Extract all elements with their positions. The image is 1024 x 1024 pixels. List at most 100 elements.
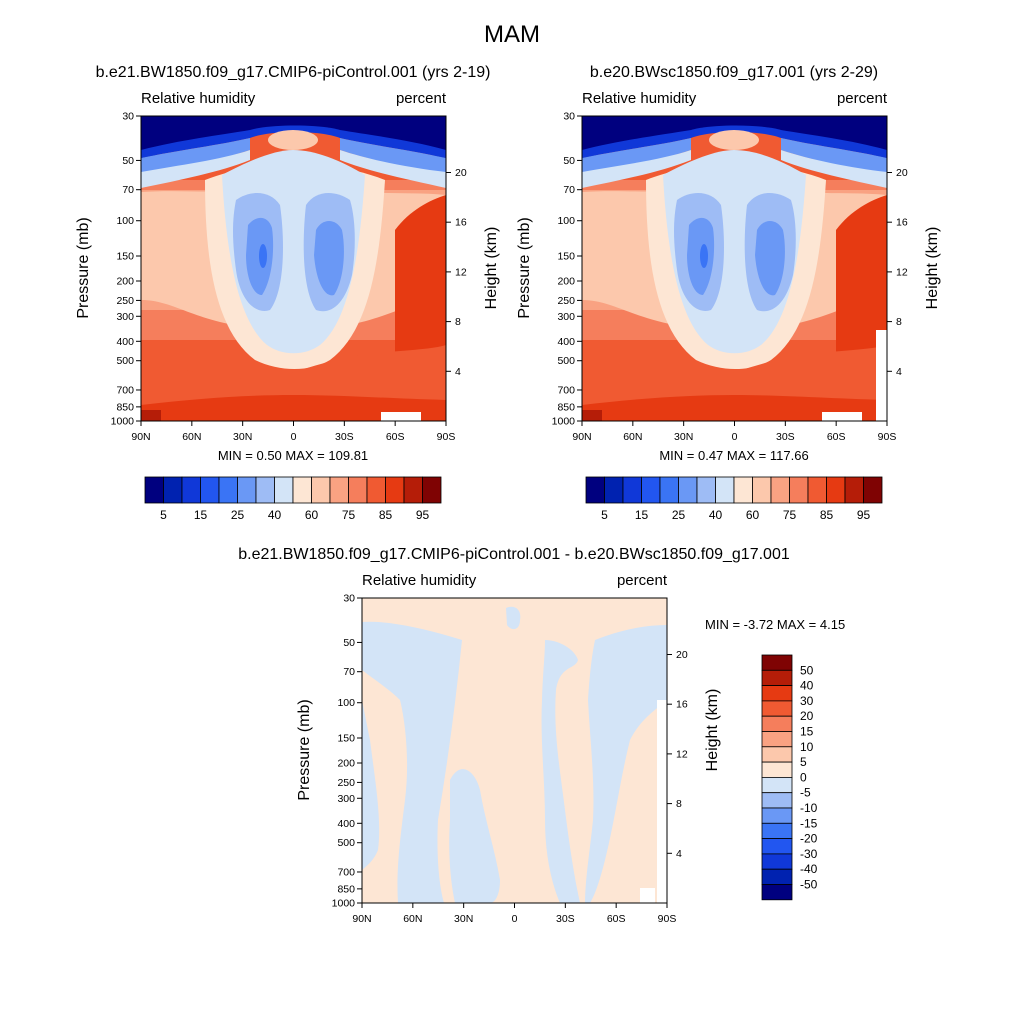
panel-c-ytick-label: 400 <box>337 818 355 830</box>
panel-c-colorbar-label: -10 <box>800 801 818 815</box>
panel-a-ytick-label: 500 <box>116 355 134 367</box>
panel-b-colorbar-swatch <box>585 476 605 504</box>
panel-a-colorbar-swatch <box>181 476 201 504</box>
panel-b-colorbar-swatch <box>622 476 642 504</box>
panel-b-xtick-label: 60N <box>623 431 642 443</box>
panel-c-title: b.e21.BW1850.f09_g17.CMIP6-piControl.001… <box>238 546 790 563</box>
panel-a-ytick-label: 850 <box>116 401 134 413</box>
panel-a-ytick-label: 300 <box>116 311 134 323</box>
panel-c-colorbar-swatch <box>761 731 793 748</box>
panel-a-colorbar-swatch <box>255 476 275 504</box>
panel-a-colorbar-swatch <box>366 476 386 504</box>
panel-a-colorbar-swatch <box>200 476 220 504</box>
panel-c-ytick-label: 100 <box>337 697 355 709</box>
panel-b-htick-label: 12 <box>896 266 908 278</box>
panel-c-colorbar-swatch <box>761 715 793 732</box>
panel-a-colorbar-label: 15 <box>194 508 208 522</box>
panel-b-ytick-label: 70 <box>563 184 575 196</box>
panel-a-colorbar-label: 75 <box>342 508 356 522</box>
panel-b-colorbar-label: 85 <box>820 508 834 522</box>
panel-b-ytick-label: 100 <box>557 215 575 227</box>
panel-c-colorbar-swatch <box>761 792 793 809</box>
panel-a-right-label: percent <box>396 90 447 107</box>
panel-b-colorbar-swatch <box>696 476 716 504</box>
panel-a-colorbar-label: 25 <box>231 508 245 522</box>
panel-b-colorbar-swatch <box>789 476 809 504</box>
panel-b-field <box>582 116 887 421</box>
panel-b-colorbar-label: 15 <box>635 508 649 522</box>
panel-c-ytick-label: 30 <box>343 593 355 605</box>
panel-c-colorbar-label: 15 <box>800 725 814 739</box>
panel-a-ytick-label: 200 <box>116 276 134 288</box>
panel-c-ytick-label: 50 <box>343 637 355 649</box>
panel-c-colorbar-label: 20 <box>800 709 814 723</box>
panel-b-colorbar-label: 95 <box>857 508 871 522</box>
panel-a-ylabel-right: Height (km) <box>483 227 500 310</box>
panel-c-left-label: Relative humidity <box>362 572 477 589</box>
panel-c-colorbar-label: -5 <box>800 786 811 800</box>
panel-b-ytick-label: 300 <box>557 311 575 323</box>
panel-c-colorbar-swatch <box>761 884 793 901</box>
panel-c-htick-label: 16 <box>676 699 688 711</box>
panel-a-ylabel: Pressure (mb) <box>75 217 92 318</box>
panel-a-minmax: MIN = 0.50 MAX = 109.81 <box>218 448 368 463</box>
panel-c-colorbar-label: 0 <box>800 770 807 784</box>
panel-c-ytick-label: 150 <box>337 732 355 744</box>
panel-b-colorbar-label: 60 <box>746 508 760 522</box>
panel-a-colorbar-swatch <box>292 476 312 504</box>
panel-c-colorbar-label: -15 <box>800 816 818 830</box>
panel-a-xtick-label: 30N <box>233 431 252 443</box>
panel-a-colorbar-swatch <box>385 476 405 504</box>
panel-c-colorbar-swatch <box>761 685 793 702</box>
panel-c-ytick-label: 200 <box>337 758 355 770</box>
panel-c-colorbar-swatch <box>761 761 793 778</box>
panel-a-colorbar: 5 15 25 40 60 75 85 95 <box>144 476 442 522</box>
panel-b-colorbar-swatch <box>641 476 661 504</box>
panel-b-colorbar-label: 5 <box>601 508 608 522</box>
panel-b-xtick-label: 0 <box>732 431 738 443</box>
panel-c-ytick-label: 70 <box>343 666 355 678</box>
panel-b-colorbar-label: 75 <box>783 508 797 522</box>
panel-c-colorbar-label: -20 <box>800 832 818 846</box>
panel-b-xtick-label: 30N <box>674 431 693 443</box>
panel-b-colorbar: 5 15 25 40 60 75 85 95 <box>585 476 883 522</box>
panel-c-colorbar-swatch <box>761 669 793 686</box>
panel-a-colorbar-swatch <box>422 476 442 504</box>
panel-a-ytick-label: 30 <box>122 111 134 123</box>
panel-c-colorbar-swatch <box>761 822 793 839</box>
panel-a-htick-label: 4 <box>455 366 461 378</box>
panel-b-ytick-label: 400 <box>557 336 575 348</box>
panel-a-colorbar-swatch <box>348 476 368 504</box>
panel-a-colorbar-swatch <box>403 476 423 504</box>
panel-a: b.e21.BW1850.f09_g17.CMIP6-piControl.001… <box>75 64 500 522</box>
panel-c-colorbar-swatch <box>761 746 793 763</box>
panel-c-colorbar-label: 30 <box>800 694 814 708</box>
panel-a-colorbar-swatch <box>144 476 164 504</box>
panel-a-colorbar-label: 95 <box>416 508 430 522</box>
panel-b-ytick-label: 30 <box>563 111 575 123</box>
panel-b-ytick-label: 500 <box>557 355 575 367</box>
panel-c-colorbar-swatch <box>761 838 793 855</box>
panel-c: b.e21.BW1850.f09_g17.CMIP6-piControl.001… <box>238 546 845 925</box>
panel-c-xtick-label: 30N <box>454 913 473 925</box>
panel-a-ytick-label: 150 <box>116 250 134 262</box>
panel-b-colorbar-swatch <box>715 476 735 504</box>
panel-b: b.e20.BWsc1850.f09_g17.001 (yrs 2-29) Re… <box>516 64 941 522</box>
panel-a-htick-label: 20 <box>455 167 467 179</box>
panel-b-colorbar-swatch <box>604 476 624 504</box>
panel-a-htick-label: 12 <box>455 266 467 278</box>
panel-b-ytick-label: 150 <box>557 250 575 262</box>
panel-a-xtick-label: 90S <box>437 431 456 443</box>
panel-a-colorbar-label: 40 <box>268 508 282 522</box>
panel-b-xtick-label: 90N <box>572 431 591 443</box>
panel-b-colorbar-swatch <box>863 476 883 504</box>
panel-b-colorbar-swatch <box>826 476 846 504</box>
panel-b-minmax: MIN = 0.47 MAX = 117.66 <box>659 448 808 463</box>
panel-a-colorbar-swatch <box>329 476 349 504</box>
panel-a-colorbar-label: 5 <box>160 508 167 522</box>
panel-b-htick-label: 20 <box>896 167 908 179</box>
panel-a-xtick-label: 60S <box>386 431 405 443</box>
panel-c-colorbar-label: 10 <box>800 740 814 754</box>
panel-b-colorbar-swatch <box>807 476 827 504</box>
